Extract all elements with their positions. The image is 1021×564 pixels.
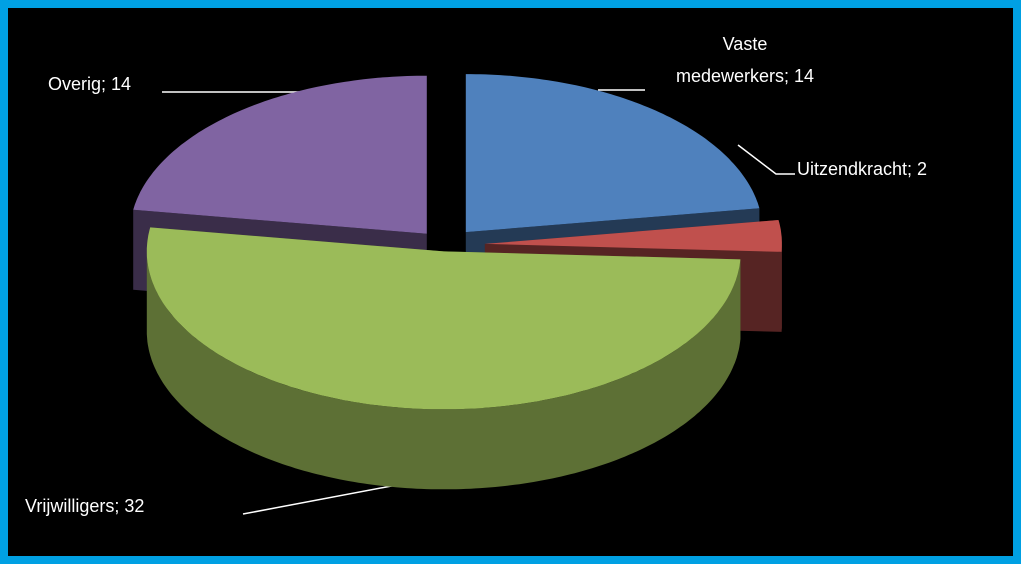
- data-label: Uitzendkracht; 2: [797, 159, 927, 179]
- slice-top: [146, 227, 741, 410]
- data-label-line: medewerkers; 14: [676, 66, 814, 86]
- chart: Vaste medewerkers; 14 Uitzendkracht; 2 Vrij…: [8, 8, 1013, 556]
- slice-top: [133, 75, 427, 234]
- data-label: Overig; 14: [48, 74, 131, 94]
- leader-line: [737, 144, 795, 175]
- data-label: Vrijwilligers; 32: [25, 496, 144, 516]
- pie-slice: [146, 227, 741, 490]
- slice-outer-wall: [146, 251, 741, 490]
- slice-top: [465, 74, 760, 233]
- slice-top: [484, 220, 782, 252]
- data-label: Vaste medewerkers; 14: [676, 34, 814, 86]
- data-label-line: Vaste: [723, 34, 768, 54]
